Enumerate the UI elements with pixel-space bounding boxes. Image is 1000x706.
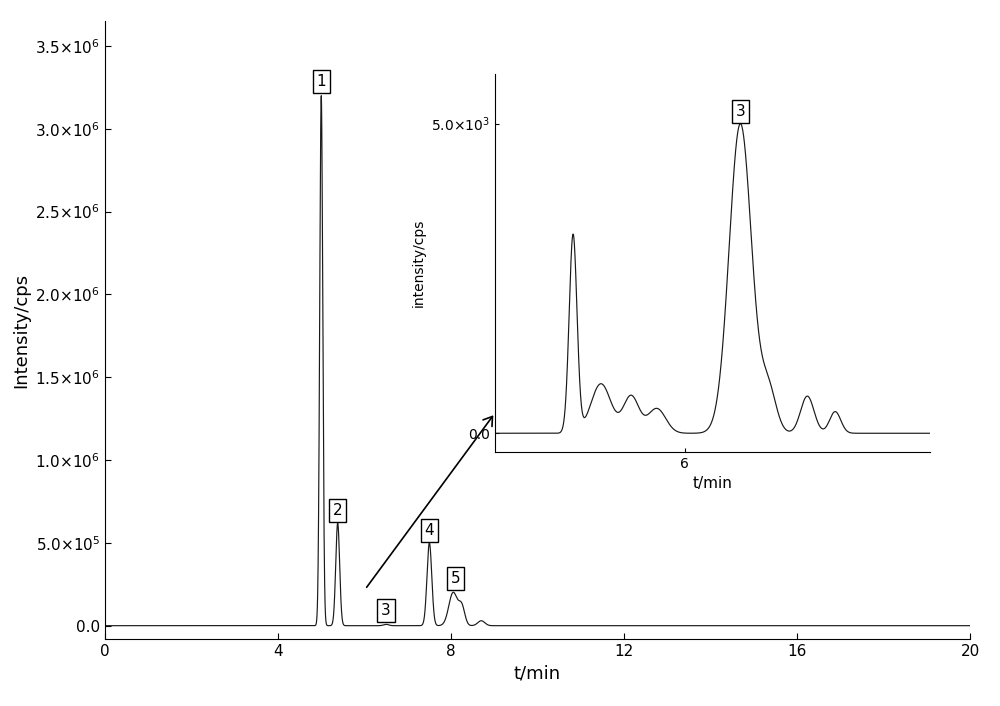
Y-axis label: intensity/cps: intensity/cps xyxy=(412,219,426,307)
Text: 2: 2 xyxy=(333,503,342,518)
Text: 1: 1 xyxy=(316,74,326,89)
Text: 5: 5 xyxy=(451,571,460,586)
Text: 3: 3 xyxy=(381,603,391,618)
X-axis label: t/min: t/min xyxy=(514,664,561,682)
Y-axis label: Intensity/cps: Intensity/cps xyxy=(12,273,30,388)
Text: 4: 4 xyxy=(425,523,434,538)
X-axis label: t/min: t/min xyxy=(693,477,732,491)
Text: 3: 3 xyxy=(736,104,745,119)
